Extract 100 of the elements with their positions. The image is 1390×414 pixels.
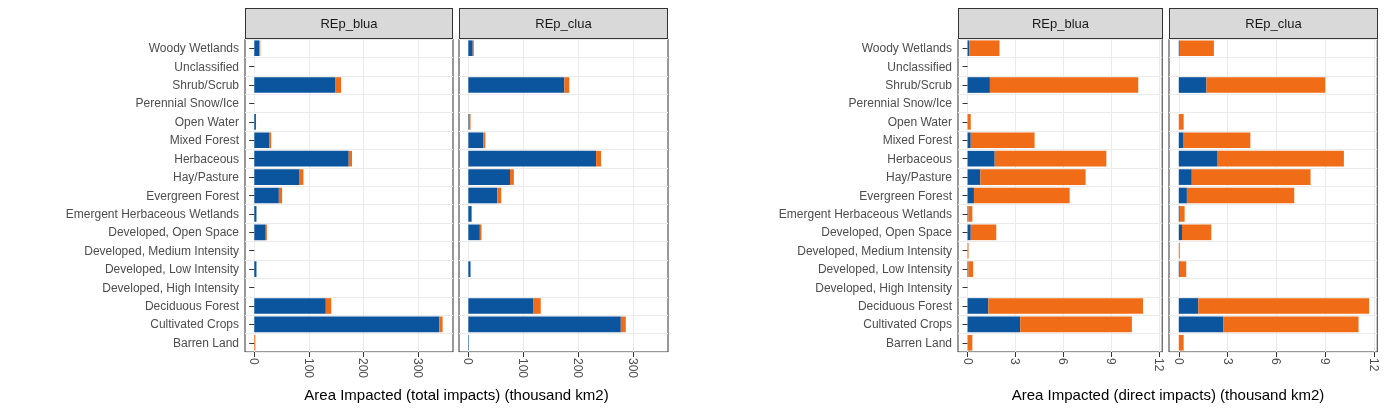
bar: [1223, 316, 1359, 333]
bar: [967, 114, 971, 130]
bar: [254, 150, 349, 167]
y-tick-label: Deciduous Forest: [144, 298, 240, 313]
bar: [254, 169, 300, 185]
y-tick-label: Evergreen Forest: [859, 188, 953, 203]
x-tick-label: 0: [1171, 358, 1186, 365]
x-tick-label: 300: [411, 358, 426, 379]
chart-title: REp_clua: [1169, 8, 1378, 39]
x-tick-label: 9: [1318, 358, 1333, 365]
bar: [468, 40, 473, 57]
y-tick-label: Emergent Herbaceous Wetlands: [778, 206, 952, 221]
y-tick-label: Mixed Forest: [882, 133, 953, 148]
y-tick-label: Shrub/Scrub: [885, 78, 953, 93]
bar: [468, 206, 472, 222]
bar: [564, 77, 570, 93]
x-tick-label: 12: [1152, 358, 1166, 372]
bar: [967, 132, 971, 149]
bar: [468, 132, 484, 149]
y-tick-label: Developed, Open Space: [108, 225, 240, 240]
bar: [967, 169, 981, 185]
x-tick-label: 100: [516, 358, 531, 379]
bar: [468, 224, 480, 241]
x-axis-title: Area Impacted (total impacts) (thousand km2): [303, 386, 610, 403]
x-tick-label: 3: [1008, 358, 1023, 365]
bar: [1178, 224, 1183, 241]
bar: [439, 316, 443, 333]
y-tick-label: Evergreen Forest: [146, 188, 240, 203]
bar: [468, 261, 471, 277]
bar: [970, 224, 997, 241]
bar: [533, 298, 541, 314]
bar: [967, 77, 990, 93]
y-tick-label: Developed, High Intensity: [815, 280, 952, 295]
bar: [1178, 114, 1184, 130]
y-tick-label: Woody Wetlands: [861, 41, 952, 56]
bar: [596, 150, 602, 167]
y-tick-label: Unclassified: [174, 59, 239, 74]
bar: [1178, 316, 1224, 333]
bar: [1217, 150, 1344, 167]
y-tick-label: Perennial Snow/Ice: [848, 96, 953, 111]
y-tick-label: Developed, High Intensity: [102, 280, 239, 295]
bar: [254, 298, 326, 314]
bar: [335, 77, 342, 93]
x-tick-label: 0: [247, 358, 262, 365]
y-tick-label: Mixed Forest: [169, 133, 240, 148]
bar: [1178, 150, 1217, 167]
bar: [1206, 77, 1326, 93]
bar: [970, 132, 1035, 149]
bar: [254, 316, 440, 333]
y-tick-label: Herbaceous: [887, 151, 952, 166]
x-tick-label: 200: [571, 358, 586, 379]
x-tick-label: 6: [1056, 358, 1071, 365]
bar: [497, 187, 502, 204]
y-tick-label: Developed, Low Intensity: [817, 262, 952, 277]
chart-title: REp_blua: [958, 8, 1163, 39]
bar: [254, 261, 257, 277]
y-tick-label: Perennial Snow/Ice: [135, 96, 240, 111]
y-tick-label: Open Water: [887, 114, 952, 129]
bar: [1178, 187, 1187, 204]
chart-title: REp_blua: [245, 8, 453, 39]
bar: [348, 150, 352, 167]
x-axis-title: Area Impacted (direct impacts) (thousand km2): [1010, 386, 1326, 403]
bar: [967, 224, 971, 241]
bar: [973, 187, 1070, 204]
y-tick-label: Barren Land: [885, 335, 952, 350]
x-tick-label: 200: [356, 358, 371, 379]
bar: [1179, 206, 1185, 222]
bar: [468, 187, 498, 204]
bar: [254, 77, 336, 93]
bar: [483, 132, 486, 149]
bar: [254, 224, 266, 241]
bar: [468, 169, 511, 185]
y-tick-label: Hay/Pasture: [885, 170, 953, 185]
bar: [510, 169, 514, 185]
y-tick-label: Emergent Herbaceous Wetlands: [65, 206, 239, 221]
bar: [1186, 187, 1295, 204]
y-tick-label: Cultivated Crops: [150, 317, 239, 332]
x-tick-label: 12: [1367, 358, 1381, 372]
bar: [967, 298, 989, 314]
bar: [254, 187, 279, 204]
bar: [967, 150, 995, 167]
y-tick-label: Barren Land: [172, 335, 239, 350]
bar: [325, 298, 332, 314]
bar: [980, 169, 1086, 185]
bar: [468, 77, 565, 93]
bar: [254, 206, 257, 222]
y-tick-label: Developed, Medium Intensity: [84, 243, 239, 258]
x-tick-label: 0: [461, 358, 476, 365]
y-tick-label: Developed, Open Space: [821, 225, 953, 240]
y-tick-label: Cultivated Crops: [863, 317, 952, 332]
bar: [969, 40, 1000, 57]
bar: [1179, 261, 1187, 277]
bar: [468, 298, 534, 314]
bar: [254, 132, 270, 149]
x-tick-label: 100: [301, 358, 316, 379]
y-tick-label: Developed, Medium Intensity: [797, 243, 952, 258]
bar: [1198, 298, 1370, 314]
bar: [1179, 40, 1214, 57]
y-tick-label: Hay/Pasture: [172, 170, 240, 185]
y-tick-label: Woody Wetlands: [148, 41, 239, 56]
